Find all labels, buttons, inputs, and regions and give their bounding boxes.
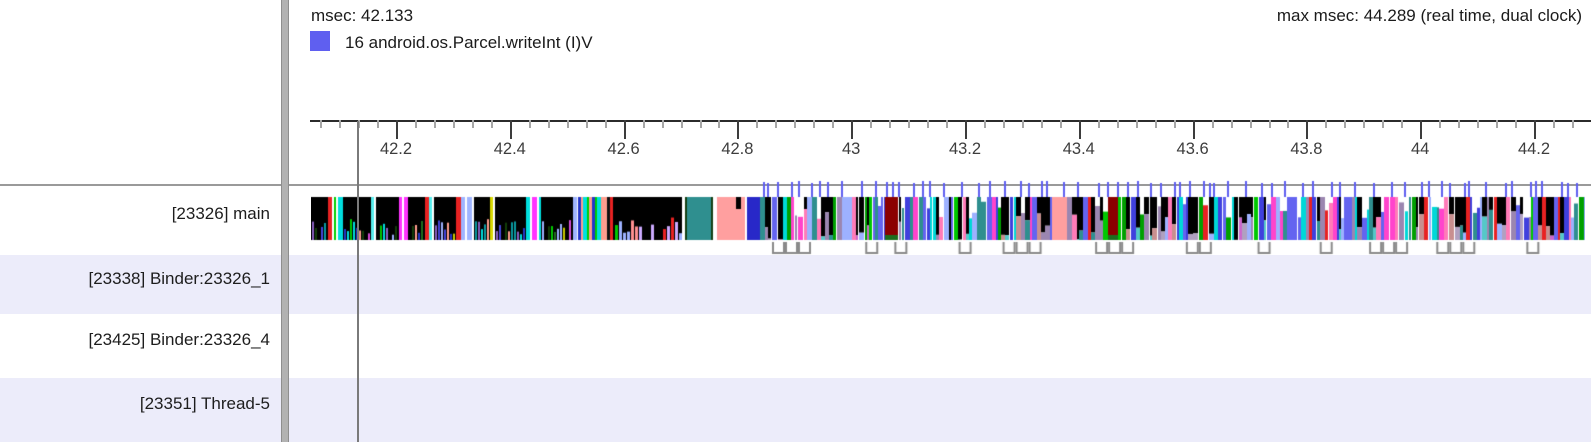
- ruler-tick-label: 42.8: [721, 140, 754, 158]
- ruler-minor-tick: [1116, 120, 1119, 128]
- ruler-minor-tick: [870, 120, 873, 128]
- ruler-major-tick: [509, 120, 512, 139]
- thread-label-binder-23326-1: [23338] Binder:23326_1: [88, 268, 271, 288]
- ruler-minor-tick: [680, 120, 683, 128]
- ruler-minor-tick: [1211, 120, 1214, 128]
- ruler-minor-tick: [1097, 120, 1100, 128]
- max-msec-readout: max msec: 44.289 (real time, dual clock): [1276, 6, 1582, 25]
- thread-row-thread-5: [23351] Thread-5: [0, 378, 1591, 442]
- ruler-major-tick: [1078, 120, 1081, 139]
- ruler-minor-tick: [1059, 120, 1062, 128]
- ruler-minor-tick: [984, 120, 986, 128]
- ruler-minor-tick: [585, 120, 588, 128]
- ruler-major-tick: [1192, 120, 1195, 139]
- ruler-tick-label: 43.4: [1062, 140, 1095, 158]
- ruler-minor-tick: [471, 120, 474, 128]
- ruler-minor-tick: [1401, 120, 1404, 128]
- ruler-minor-tick: [320, 120, 323, 128]
- main-thread-trace-strip[interactable]: [311, 178, 1585, 256]
- ruler-tick-label: 43.2: [948, 140, 982, 158]
- ruler-minor-tick: [699, 120, 702, 128]
- ruler-minor-tick: [1021, 120, 1024, 128]
- ruler-tick-label: 43.8: [1290, 140, 1323, 158]
- ruler-minor-tick: [908, 120, 911, 128]
- ruler-major-tick: [623, 120, 626, 139]
- ruler-minor-tick: [756, 120, 759, 128]
- ruler-major-tick: [1534, 120, 1536, 139]
- ruler-minor-tick: [566, 120, 569, 128]
- ruler-minor-tick: [1287, 120, 1290, 128]
- thread-label-binder-23326-4: [23425] Binder:23326_4: [88, 330, 271, 349]
- selected-method-label: 16 android.os.Parcel.writeInt (I)V: [345, 33, 593, 52]
- ruler-minor-tick: [813, 120, 816, 128]
- ruler-minor-tick: [661, 120, 664, 128]
- ruler-major-tick: [1306, 120, 1309, 139]
- ruler-tick-label: 42.6: [607, 140, 640, 158]
- ruler-minor-tick: [490, 120, 493, 128]
- ruler-minor-tick: [1363, 120, 1366, 128]
- ruler-minor-tick: [1268, 120, 1271, 128]
- thread-row-binder-23326-1: [23338] Binder:23326_1: [0, 255, 1591, 314]
- ruler-major-tick: [965, 120, 967, 139]
- thread-label-main: [23326] main: [171, 204, 270, 223]
- ruler-minor-tick: [547, 120, 550, 128]
- ruler-major-tick: [396, 120, 398, 139]
- ruler-minor-tick: [1135, 120, 1138, 128]
- ruler-major-tick: [851, 120, 854, 139]
- ruler-tick-label: 43.6: [1176, 140, 1209, 158]
- ruler-minor-tick: [1230, 120, 1233, 128]
- ruler-minor-tick: [1553, 120, 1555, 128]
- ruler-minor-tick: [433, 120, 436, 128]
- ruler-minor-tick: [794, 120, 797, 128]
- ruler-minor-tick: [1040, 120, 1043, 128]
- ruler-minor-tick: [1154, 120, 1157, 128]
- ruler-minor-tick: [1173, 120, 1176, 128]
- ruler-minor-tick: [832, 120, 835, 128]
- thread-row-binder-23326-4: [23425] Binder:23326_4: [0, 314, 1591, 378]
- ruler-minor-tick: [1515, 120, 1517, 128]
- ruler-minor-tick: [1477, 120, 1480, 128]
- cursor-msec-readout: msec: 42.133: [311, 6, 414, 25]
- thread-label-thread-5: [23351] Thread-5: [139, 394, 270, 413]
- ruler-minor-tick: [415, 120, 417, 128]
- ruler-tick-label: 43: [842, 140, 861, 158]
- ruler-minor-tick: [1249, 120, 1252, 128]
- selected-method-color-swatch: [310, 31, 330, 51]
- ruler-minor-tick: [1458, 120, 1461, 128]
- ruler-major-tick: [737, 120, 740, 139]
- ruler-minor-tick: [604, 120, 607, 128]
- ruler-minor-tick: [927, 120, 930, 128]
- panel-splitter[interactable]: [281, 0, 289, 442]
- ruler-major-tick: [1420, 120, 1423, 139]
- ruler-minor-tick: [642, 120, 645, 128]
- ruler-minor-tick: [358, 120, 361, 128]
- ruler-minor-tick: [1382, 120, 1385, 128]
- ruler-minor-tick: [1439, 120, 1442, 128]
- ruler-tick-label: 42.2: [379, 140, 413, 158]
- ruler-minor-tick: [718, 120, 721, 128]
- ruler-minor-tick: [1002, 120, 1005, 128]
- ruler-minor-tick: [946, 120, 948, 128]
- ruler-minor-tick: [1325, 120, 1328, 128]
- ruler-baseline: [310, 120, 1591, 122]
- ruler-minor-tick: [1571, 120, 1574, 128]
- time-cursor-line: [357, 121, 359, 442]
- ruler-minor-tick: [452, 120, 455, 128]
- ruler-tick-label: 42.4: [493, 140, 526, 158]
- ruler-tick-label: 44: [1411, 140, 1430, 158]
- ruler-minor-tick: [377, 120, 379, 128]
- ruler-minor-tick: [339, 120, 342, 128]
- ruler-minor-tick: [1344, 120, 1347, 128]
- ruler-minor-tick: [889, 120, 892, 128]
- ruler-minor-tick: [528, 120, 531, 128]
- ruler-minor-tick: [1496, 120, 1499, 128]
- ruler-minor-tick: [775, 120, 778, 128]
- ruler-tick-label: 44.2: [1517, 140, 1551, 158]
- timeline-ruler[interactable]: 42.2 42.4 42.6 42.8 43 43.2 43.4 43.6 43.8 44 44.2: [0, 0, 1591, 184]
